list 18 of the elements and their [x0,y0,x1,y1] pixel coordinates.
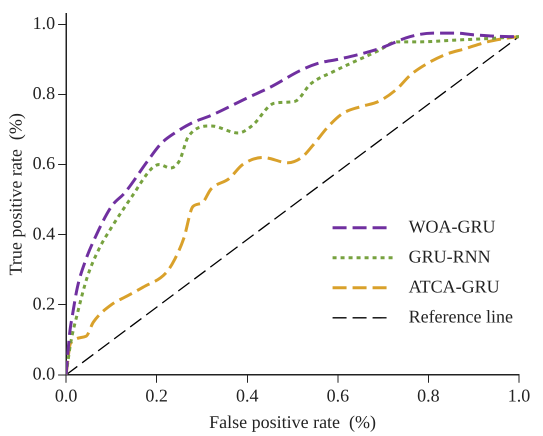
y-tick-label: 0.8 [32,83,56,104]
y-tick-label: 0.0 [32,364,56,384]
x-tick-label: 0.6 [326,385,350,406]
x-tick-label: 0.2 [145,385,168,406]
y-tick-label: 0.2 [32,293,56,314]
legend-label: GRU-RNN [408,246,491,267]
x-tick-label: 1.0 [508,385,530,406]
legend-label: WOA-GRU [408,216,496,237]
y-axis-title: True positive rate (%) [6,113,26,276]
legend-label: ATCA-GRU [408,276,500,297]
x-tick-label: 0.0 [54,385,78,406]
y-tick-label: 0.4 [32,223,56,244]
y-tick-label: 0.6 [32,153,56,174]
x-tick-label: 0.4 [236,385,259,406]
x-tick-label: 0.8 [417,385,440,406]
y-tick-label: 1.0 [32,13,56,34]
legend-label: Reference line [408,306,514,327]
x-axis-title: False positive rate (%) [209,412,376,432]
